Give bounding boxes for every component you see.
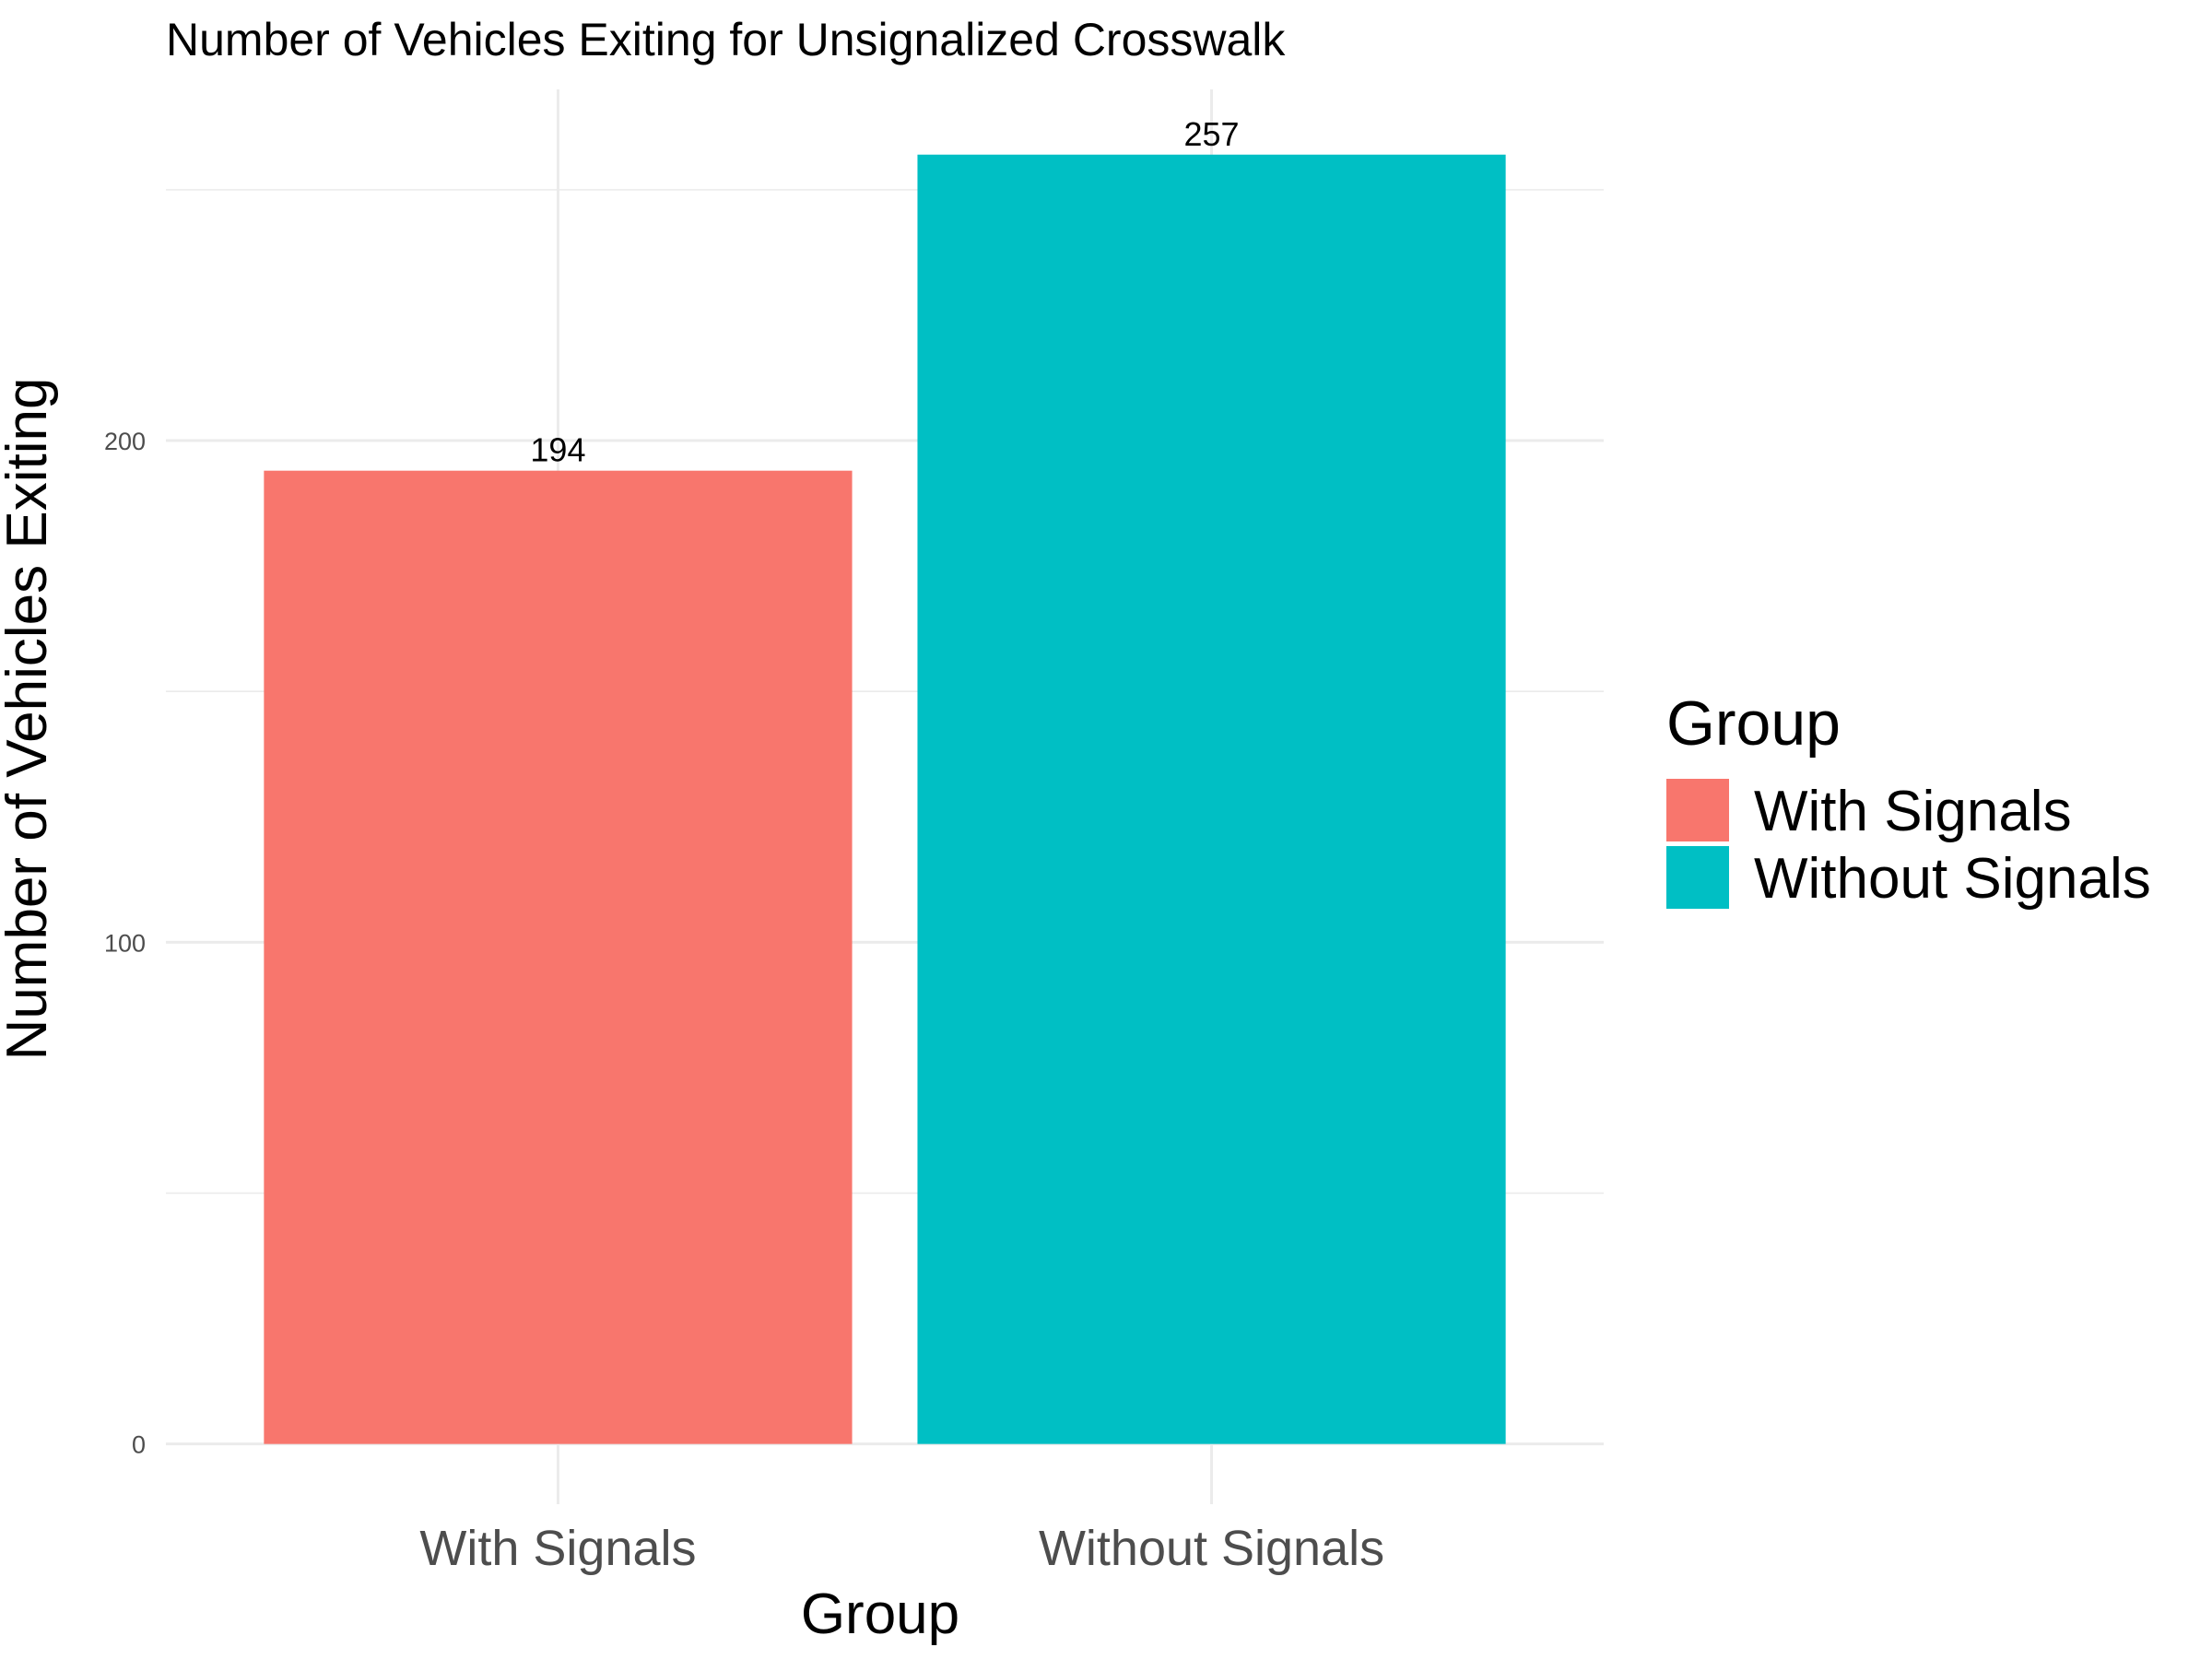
bars: 194 257 — [264, 115, 1506, 1444]
legend-label-0: With Signals — [1754, 780, 2072, 843]
data-label-0: 194 — [530, 431, 585, 469]
x-axis-ticks: With Signals Without Signals — [419, 1521, 1384, 1576]
bar-0 — [264, 470, 853, 1444]
y-axis-ticks: 0 100 200 — [104, 428, 146, 1459]
y-tick-label-1: 100 — [104, 929, 146, 957]
legend-swatch-1 — [1666, 846, 1729, 909]
y-axis-title: Number of Vehicles Exiting — [0, 378, 59, 1061]
legend-title: Group — [1666, 688, 1841, 759]
x-axis-title: Group — [801, 1583, 959, 1646]
chart-title: Number of Vehicles Exiting for Unsignali… — [166, 14, 1286, 65]
y-tick-label-0: 0 — [132, 1431, 146, 1459]
legend-swatch-0 — [1666, 779, 1729, 841]
bar-1 — [917, 154, 1506, 1444]
y-tick-label-2: 200 — [104, 428, 146, 455]
data-label-1: 257 — [1184, 115, 1240, 153]
x-tick-label-1: Without Signals — [1039, 1521, 1384, 1576]
x-tick-label-0: With Signals — [419, 1521, 696, 1576]
legend-label-1: Without Signals — [1754, 847, 2151, 911]
